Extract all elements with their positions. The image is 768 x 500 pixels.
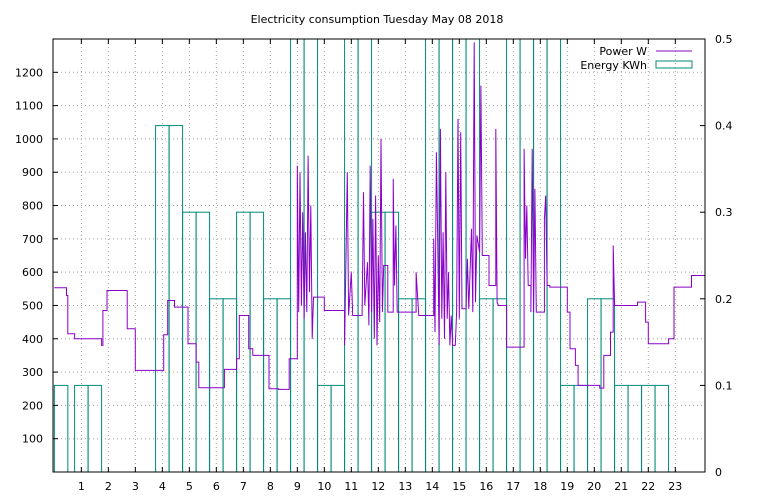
legend-energy-label: Energy KWh bbox=[580, 59, 647, 72]
x-tick-label: 17 bbox=[506, 480, 520, 493]
legend-power-label: Power W bbox=[599, 45, 647, 58]
y2-tick-label: 0.5 bbox=[715, 33, 733, 46]
x-tick-label: 5 bbox=[186, 480, 193, 493]
y-tick-label: 1200 bbox=[15, 66, 43, 79]
x-tick-label: 3 bbox=[132, 480, 139, 493]
y-tick-label: 400 bbox=[22, 333, 43, 346]
y2-tick-label: 0 bbox=[715, 466, 722, 479]
x-tick-label: 6 bbox=[213, 480, 220, 493]
y-tick-label: 1000 bbox=[15, 133, 43, 146]
grid bbox=[53, 39, 705, 472]
x-tick-label: 8 bbox=[267, 480, 274, 493]
y2-tick-label: 0.2 bbox=[715, 293, 733, 306]
x-tick-label: 19 bbox=[560, 480, 574, 493]
y-tick-label: 700 bbox=[22, 233, 43, 246]
x-tick-label: 23 bbox=[668, 480, 682, 493]
x-tick-label: 9 bbox=[294, 480, 301, 493]
x-tick-label: 13 bbox=[398, 480, 412, 493]
y-tick-label: 800 bbox=[22, 200, 43, 213]
x-tick-label: 1 bbox=[78, 480, 85, 493]
y-tick-label: 900 bbox=[22, 166, 43, 179]
x-tick-label: 20 bbox=[587, 480, 601, 493]
x-tick-label: 18 bbox=[533, 480, 547, 493]
x-tick-label: 12 bbox=[371, 480, 385, 493]
power-line bbox=[54, 42, 705, 390]
legend: Power W Energy KWh bbox=[580, 45, 693, 72]
y-tick-label: 500 bbox=[22, 299, 43, 312]
y2-tick-label: 0.3 bbox=[715, 206, 733, 219]
y-tick-label: 1100 bbox=[15, 100, 43, 113]
chart-title: Electricity consumption Tuesday May 08 2… bbox=[251, 13, 504, 26]
y-tick-label: 200 bbox=[22, 399, 43, 412]
x-tick-label: 14 bbox=[425, 480, 439, 493]
y2-tick-label: 0.1 bbox=[715, 379, 733, 392]
axis-ticks: 1 2 3 4 5 6 7 8 9 10 11 12 13 14 15 16 17 18 19 20 21 22 23100… bbox=[15, 33, 733, 493]
x-tick-label: 16 bbox=[479, 480, 493, 493]
x-tick-label: 11 bbox=[344, 480, 358, 493]
x-tick-label: 7 bbox=[240, 480, 247, 493]
x-tick-label: 2 bbox=[105, 480, 112, 493]
power-series bbox=[54, 42, 705, 390]
y-tick-label: 300 bbox=[22, 366, 43, 379]
x-tick-label: 4 bbox=[159, 480, 166, 493]
legend-energy-swatch bbox=[655, 60, 693, 69]
x-tick-label: 22 bbox=[641, 480, 655, 493]
x-tick-label: 15 bbox=[452, 480, 466, 493]
y2-tick-label: 0.4 bbox=[715, 120, 733, 133]
plot-frame bbox=[52, 38, 706, 473]
y-tick-label: 100 bbox=[22, 433, 43, 446]
y-tick-label: 600 bbox=[22, 266, 43, 279]
x-tick-label: 21 bbox=[614, 480, 628, 493]
x-tick-label: 10 bbox=[317, 480, 331, 493]
